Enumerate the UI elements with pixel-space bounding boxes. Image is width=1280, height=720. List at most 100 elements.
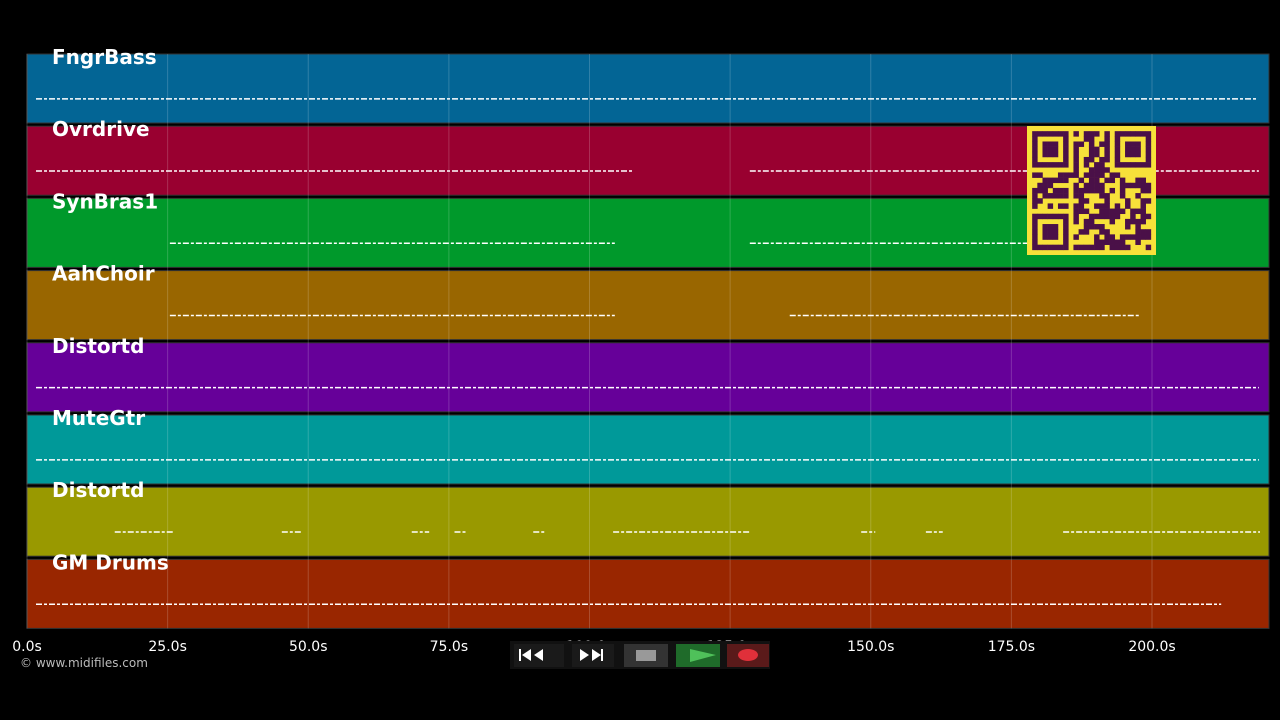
qr-cell [1032, 131, 1038, 137]
x-tick-label: 150.0s [847, 639, 894, 655]
qr-cell [1042, 141, 1048, 147]
qr-cell [1052, 234, 1059, 240]
qr-cell [1088, 136, 1095, 142]
qr-cell [1042, 131, 1048, 137]
qr-cell [1094, 162, 1100, 168]
qr-cell [1078, 229, 1085, 235]
record-button[interactable] [727, 644, 769, 667]
qr-cell [1099, 167, 1105, 173]
qr-cell [1042, 234, 1048, 240]
qr-cell [1104, 177, 1110, 184]
qr-cell [1104, 208, 1110, 215]
track-name: SynBras1 [52, 189, 158, 213]
qr-cell [1140, 177, 1146, 184]
x-tick-label: 25.0s [148, 639, 186, 655]
qr-cell [1125, 234, 1131, 240]
qr-cell [1145, 229, 1152, 235]
rewind-button[interactable] [514, 644, 564, 667]
qr-cell [1073, 141, 1079, 147]
qr-cell [1135, 208, 1141, 215]
notes [36, 98, 1260, 605]
qr-cell [1078, 208, 1085, 215]
qr-cell [1052, 131, 1059, 137]
qr-cell [1145, 198, 1152, 204]
qr-cell [1083, 156, 1090, 163]
qr-cell [1063, 224, 1069, 230]
qr-cell [1073, 131, 1079, 137]
qr-cell [1119, 208, 1126, 215]
qr-cell [1083, 187, 1090, 194]
qr-cell [1088, 146, 1095, 153]
qr-cell [1130, 141, 1136, 147]
qr-cell [1063, 229, 1069, 235]
qr-cell [1104, 193, 1110, 199]
qr-cell [1140, 131, 1146, 137]
qr-cell [1052, 229, 1059, 235]
qr-cell [1114, 146, 1121, 153]
qr-cell [1073, 208, 1079, 215]
qr-cell [1130, 146, 1136, 153]
qr-cell [1078, 177, 1085, 184]
play-button[interactable] [676, 644, 720, 667]
qr-cell [1032, 203, 1038, 209]
qr-cell [1119, 239, 1126, 245]
qr-cell [1078, 193, 1085, 199]
qr-cell [1057, 162, 1064, 168]
qr-cell [1094, 224, 1100, 230]
qr-cell [1140, 187, 1146, 194]
qr-cell [1083, 136, 1090, 142]
qr-cell [1052, 213, 1059, 220]
qr-cell [1114, 208, 1121, 215]
track-lane [26, 486, 1270, 557]
qr-cell [1125, 218, 1131, 225]
qr-cell [1063, 136, 1069, 142]
qr-cell [1052, 162, 1059, 168]
qr-cell [1140, 198, 1146, 204]
qr-cell [1088, 182, 1095, 189]
qr-cell [1125, 131, 1131, 137]
qr-cell [1104, 167, 1110, 173]
qr-cell [1088, 172, 1095, 178]
qr-cell [1032, 224, 1038, 230]
qr-cell [1099, 141, 1105, 147]
qr-cell [1037, 244, 1043, 251]
qr-cell [1119, 193, 1126, 199]
qr-cell [1073, 182, 1079, 189]
qr-cell [1104, 131, 1110, 137]
qr-cell [1042, 151, 1048, 158]
qr-cell [1104, 234, 1110, 240]
qr-cell [1114, 151, 1121, 158]
qr-cell [1032, 229, 1038, 235]
qr-cell [1057, 203, 1064, 209]
qr-cell [1047, 224, 1054, 230]
qr-cell [1032, 141, 1038, 147]
qr-cell [1063, 193, 1069, 199]
qr-cell [1083, 229, 1090, 235]
qr-cell [1130, 151, 1136, 158]
qr-cell [1099, 239, 1105, 245]
stop-button[interactable] [624, 644, 668, 667]
x-tick-label: 0.0s [12, 639, 42, 655]
qr-cell [1109, 218, 1116, 225]
qr-cell [1032, 187, 1038, 194]
x-tick-label: 50.0s [289, 639, 327, 655]
x-tick-label: 175.0s [988, 639, 1035, 655]
qr-cell [1104, 203, 1110, 209]
qr-cell [1042, 182, 1048, 189]
qr-cell [1114, 213, 1121, 220]
qr-cell [1073, 234, 1079, 240]
forward-button[interactable] [572, 644, 614, 667]
qr-cell [1099, 172, 1105, 178]
qr-cell [1145, 162, 1152, 168]
qr-cell [1114, 239, 1121, 245]
qr-cell [1032, 162, 1038, 168]
qr-cell [1052, 177, 1059, 184]
qr-cell [1073, 167, 1079, 173]
qr-cell [1088, 244, 1095, 251]
qr-cell [1094, 203, 1100, 209]
qr-cell [1099, 187, 1105, 194]
qr-cell [1109, 239, 1116, 245]
qr-cell [1135, 218, 1141, 225]
qr-cell [1073, 162, 1079, 168]
